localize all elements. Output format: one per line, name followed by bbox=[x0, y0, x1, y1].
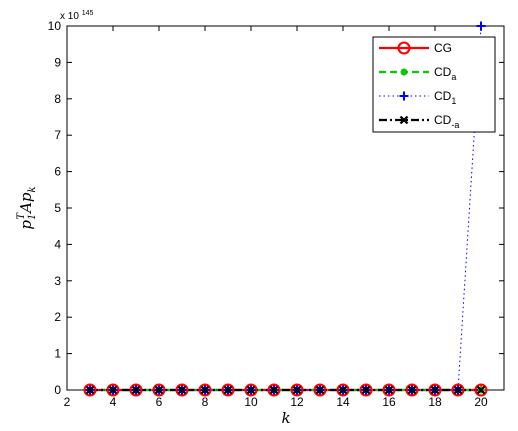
x-tick-label: 6 bbox=[156, 395, 163, 409]
series-4-point bbox=[223, 385, 233, 395]
series-1-point bbox=[152, 383, 166, 397]
series-4-point bbox=[131, 385, 141, 395]
x-tick-label: 20 bbox=[474, 395, 488, 409]
series-1-point bbox=[129, 383, 143, 397]
series-1-point bbox=[106, 383, 120, 397]
x-tick-label: 12 bbox=[290, 395, 304, 409]
series-1-point bbox=[267, 383, 281, 397]
series-4-point bbox=[177, 385, 187, 395]
series-1-point bbox=[336, 383, 350, 397]
legend-marker-2 bbox=[400, 68, 408, 76]
series-1-point bbox=[359, 383, 373, 397]
x-tick-label: 16 bbox=[382, 395, 396, 409]
series-4-point bbox=[85, 385, 95, 395]
y-tick-label: 9 bbox=[54, 55, 61, 69]
series-4-point bbox=[246, 385, 256, 395]
y-tick-label: 10 bbox=[48, 19, 62, 33]
x-tick-label: 10 bbox=[244, 395, 258, 409]
series-4-point bbox=[430, 385, 440, 395]
series-4-point bbox=[453, 385, 463, 395]
series-1-point bbox=[244, 383, 258, 397]
y-tick-label: 7 bbox=[54, 128, 61, 142]
x-tick-label: 18 bbox=[428, 395, 442, 409]
series-4-point bbox=[476, 385, 486, 395]
series-1-point bbox=[382, 383, 396, 397]
y-tick-label: 6 bbox=[54, 165, 61, 179]
series-1-point bbox=[428, 383, 442, 397]
y-axis-label: p1TApk bbox=[16, 186, 38, 229]
x-tick-label: 8 bbox=[202, 395, 209, 409]
y-tick-label: 8 bbox=[54, 92, 61, 106]
series-4-point bbox=[108, 385, 118, 395]
series-1-point bbox=[290, 383, 304, 397]
series-3-point bbox=[476, 21, 486, 31]
series-1-point bbox=[175, 383, 189, 397]
series-4-point bbox=[200, 385, 210, 395]
legend-label-4: CD-a bbox=[434, 113, 459, 130]
series-1-point bbox=[198, 383, 212, 397]
series-4-point bbox=[338, 385, 348, 395]
legend-marker-3 bbox=[399, 91, 409, 101]
x-tick-label: 2 bbox=[64, 395, 71, 409]
legend-label-2: CDa bbox=[434, 65, 456, 82]
y-multiplier: x 10 145 bbox=[60, 10, 93, 22]
series-1-point bbox=[83, 383, 97, 397]
series-markers bbox=[83, 21, 488, 397]
legend-label-3: CD1 bbox=[434, 89, 456, 106]
series-4-point bbox=[292, 385, 302, 395]
series-4-point bbox=[407, 385, 417, 395]
legend-box bbox=[372, 36, 496, 133]
y-tick-label: 3 bbox=[54, 274, 61, 288]
series-4-point bbox=[154, 385, 164, 395]
series-4-point bbox=[315, 385, 325, 395]
y-tick-label: 5 bbox=[54, 201, 61, 215]
legend-label-1: CG bbox=[434, 41, 452, 55]
series-4-point bbox=[384, 385, 394, 395]
series-4-point bbox=[361, 385, 371, 395]
legend-marker-4 bbox=[399, 115, 409, 125]
y-tick-label: 2 bbox=[54, 310, 61, 324]
series-1-point bbox=[405, 383, 419, 397]
x-tick-label: 4 bbox=[110, 395, 117, 409]
legend-items: CG CDa CD1 CD-a bbox=[379, 41, 459, 130]
y-tick-label: 1 bbox=[54, 347, 61, 361]
legend: CG CDa CD1 CD-a bbox=[372, 36, 496, 133]
series-1-point bbox=[451, 383, 465, 397]
series-4-point bbox=[269, 385, 279, 395]
legend-marker-1 bbox=[397, 41, 411, 55]
x-tick-label: 14 bbox=[336, 395, 350, 409]
series-1-point bbox=[474, 383, 488, 397]
y-tick-label: 4 bbox=[54, 237, 61, 251]
series-1-point bbox=[221, 383, 235, 397]
x-axis-label: k bbox=[281, 409, 290, 427]
y-tick-label: 0 bbox=[54, 383, 61, 397]
series-1-point bbox=[313, 383, 327, 397]
